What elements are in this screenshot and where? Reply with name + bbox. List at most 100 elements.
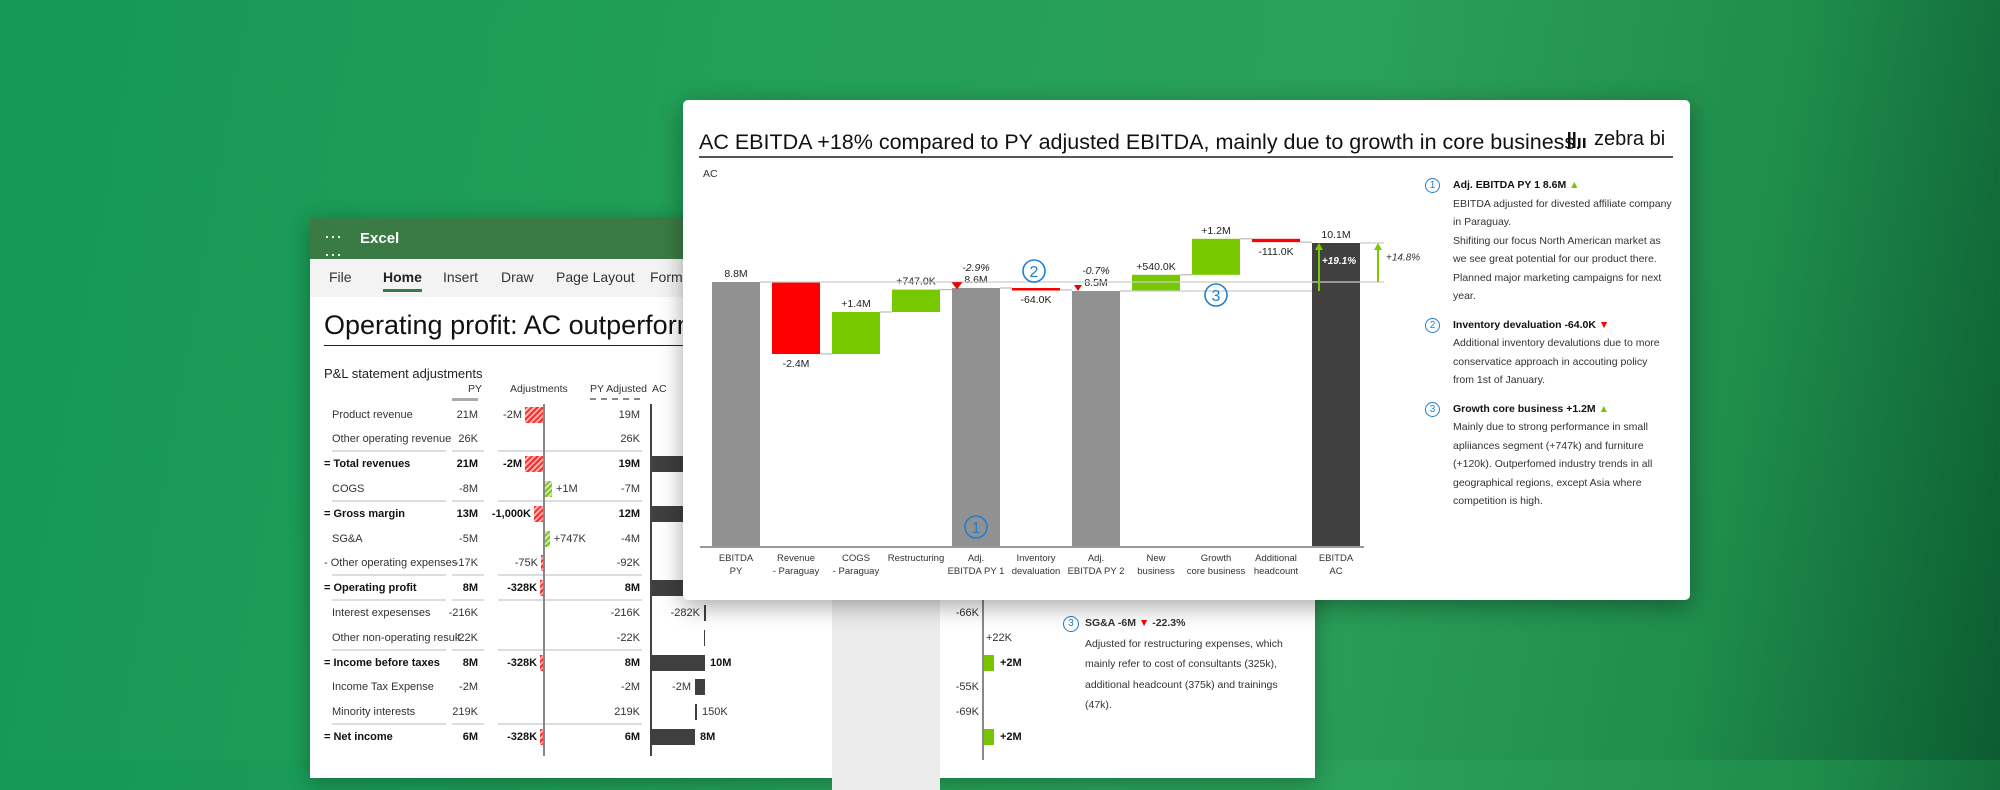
note-number-marker: 1: [1425, 178, 1440, 193]
py-value: -216K: [448, 606, 478, 619]
note-line: Planned major marketing campaigns for ne…: [1453, 271, 1662, 284]
adjustment-value: -328K: [507, 656, 538, 669]
py-adjusted-value: -2M: [621, 681, 640, 694]
note-heading: SG&A -6M: [1085, 617, 1136, 629]
row-divider: [498, 450, 594, 453]
tab-file[interactable]: File: [329, 269, 352, 285]
row-label: Product revenue: [332, 408, 413, 421]
column-header-adjustments: Adjustments: [510, 383, 568, 395]
delta-value: -55K: [955, 681, 979, 694]
adjustment-value: -2M: [503, 408, 522, 421]
py-adjusted-value: 12M: [618, 507, 640, 520]
category-label: headcount: [1254, 566, 1299, 577]
note-heading: Growth core business +1.2M ▲: [1453, 402, 1609, 415]
row-divider: [452, 723, 484, 726]
note-percent: -22.3%: [1152, 617, 1186, 629]
chart-notes: 1 Adj. EBITDA PY 1 8.6M ▲ EBITDA adjusted …: [1425, 176, 1685, 521]
row-divider: [332, 723, 446, 726]
delta-value: -69K: [955, 706, 979, 719]
delta-value: -66K: [955, 606, 979, 619]
adjustment-value: +747K: [553, 532, 586, 545]
delta-bar: [984, 728, 994, 745]
note-line: we see great potential for our product t…: [1453, 253, 1657, 265]
adjustment-bar-negative: [534, 505, 543, 522]
py-value: -8M: [459, 482, 478, 495]
ac-value: 10M: [710, 656, 732, 669]
column-header-py: PY: [468, 383, 483, 395]
app-name: Excel: [360, 230, 400, 247]
category-label: Revenue: [777, 553, 815, 564]
py-adjusted-value: -7M: [621, 482, 640, 495]
adjustment-bar-positive: [543, 530, 550, 547]
tab-draw[interactable]: Draw: [501, 269, 534, 285]
down-triangle-icon: ▼: [1598, 318, 1610, 331]
ac-bar: [650, 505, 690, 522]
row-label: = Operating profit: [324, 582, 417, 595]
note-line: geographical regions, except Asia where: [1453, 476, 1642, 489]
category-label: Inventory: [1016, 553, 1055, 564]
py-adjusted-value: 6M: [624, 730, 640, 743]
adjustment-value: -1,000K: [491, 507, 531, 520]
py-adjusted-value: 219K: [614, 706, 640, 719]
ac-bar: [695, 679, 705, 696]
category-label: Adj.: [968, 553, 984, 564]
ac-value: -2M: [672, 681, 691, 694]
zebra-bars-icon: [1568, 131, 1586, 148]
chart-title: AC EBITDA +18% compared to PY adjusted E…: [699, 130, 1582, 154]
note-line: from 1st of January.: [1453, 374, 1546, 386]
row-label: = Gross margin: [324, 507, 406, 520]
row-divider: [590, 450, 642, 453]
tab-insert[interactable]: Insert: [443, 269, 479, 285]
delta-column-background: [832, 590, 940, 790]
row-label: COGS: [332, 482, 365, 495]
percent-label: -2.9%: [962, 262, 989, 274]
py-adjusted-value: -92K: [616, 557, 640, 570]
data-label: -111.0K: [1258, 246, 1293, 258]
py-value: 6M: [462, 730, 478, 743]
data-label: +1.4M: [841, 298, 870, 310]
data-label: -2.4M: [783, 358, 810, 370]
marker-circle-1: [964, 515, 988, 539]
percent-label: -0.7%: [1082, 265, 1109, 277]
bar-10: [1312, 243, 1360, 546]
category-label: Growth: [1201, 553, 1232, 564]
py-value: 219K: [452, 706, 478, 719]
comparison-label: +14.8%: [1386, 253, 1420, 264]
row-divider: [498, 499, 594, 502]
row-label: = Total revenues: [324, 458, 411, 471]
row-divider: [332, 599, 446, 602]
series-label: AC: [703, 168, 718, 180]
bar-2: [832, 312, 880, 354]
delta-value: +2M: [1000, 656, 1022, 669]
bar-4: [952, 288, 1000, 546]
up-triangle-icon: ▲: [1598, 402, 1609, 415]
adjustment-value: -2M: [503, 458, 522, 471]
adjustment-bar-negative: [525, 456, 543, 473]
marker-number: 1: [972, 520, 981, 537]
ac-value: -282K: [670, 606, 700, 619]
data-label: +1.2M: [1201, 225, 1230, 237]
chart-note: 3 Growth core business +1.2M ▲ Mainly due …: [1425, 400, 1685, 511]
note-number-marker: 2: [1425, 317, 1440, 333]
row-label: Income Tax Expense: [332, 681, 434, 694]
note-line: in Paraguay.: [1453, 216, 1512, 228]
py-header-underline: [452, 398, 478, 401]
row-divider: [452, 599, 484, 602]
adjustment-value: -75K: [514, 557, 538, 570]
py-value: -5M: [459, 532, 478, 545]
adjustment-value: -328K: [507, 582, 538, 595]
category-label: COGS: [842, 553, 870, 564]
row-divider: [498, 648, 594, 651]
tab-home[interactable]: Home: [383, 269, 422, 292]
ac-bar: [650, 580, 690, 597]
tab-page-layout[interactable]: Page Layout: [556, 269, 635, 285]
py-adjusted-value: -4M: [621, 532, 640, 545]
data-label: +540.0K: [1136, 261, 1175, 273]
adjustment-bar-negative: [540, 654, 543, 671]
category-label: core business: [1187, 566, 1246, 577]
category-label: - Paraguay: [833, 566, 880, 577]
up-arrow-icon: [1315, 243, 1323, 250]
py-value: -17K: [454, 557, 478, 570]
row-divider: [498, 723, 594, 726]
zebra-bi-logo: zebra bi: [1567, 128, 1665, 151]
